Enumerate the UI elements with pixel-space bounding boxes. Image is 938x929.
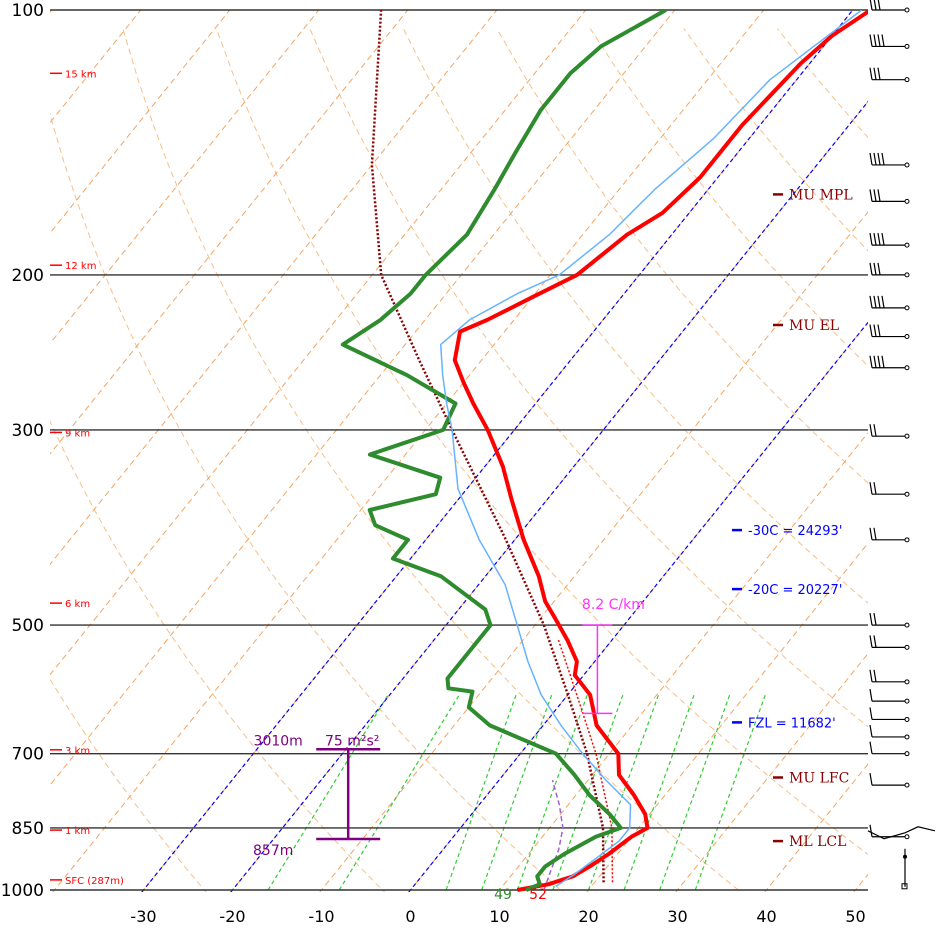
wind-barb (869, 424, 910, 439)
inflow-bottom-label: 857m (253, 843, 293, 859)
dry-adiabat-line (50, 420, 386, 892)
pressure-tick-label: 300 (12, 421, 44, 441)
dry-adiabat-line (496, 28, 868, 484)
temperature-tick-label: 30 (667, 907, 687, 926)
height-label: 3 km (65, 746, 90, 757)
dry-adiabat-line (122, 28, 742, 892)
wind-barb (869, 152, 910, 168)
freezing-isotherm-line (408, 321, 868, 892)
isotherm-line (50, 10, 409, 455)
height-label: 15 km (65, 69, 96, 80)
hodograph-mini (867, 826, 936, 890)
level-label: MU EL (789, 318, 839, 334)
freezing-isotherm-line (141, 10, 854, 892)
dry-adiabat-line (215, 28, 868, 856)
dry-adiabat-line (50, 678, 207, 892)
level-label: MU LFC (789, 771, 849, 787)
temperature-trace (452, 10, 868, 892)
isotherm-line (50, 10, 498, 566)
wind-barb (869, 295, 910, 311)
level-label: MU MPL (789, 187, 853, 203)
dry-adiabat-line (402, 28, 868, 604)
pressure-tick-label: 700 (12, 745, 44, 765)
surface-temperature-label: 52 (529, 887, 547, 903)
wind-barb (869, 688, 910, 704)
lapse-rate-label: 8.2 C/km (582, 597, 645, 613)
wind-barb (869, 773, 910, 788)
level-label: ML LCL (789, 834, 846, 850)
wind-barb (869, 67, 910, 83)
wind-barb (869, 34, 910, 49)
pressure-tick-label: 1000 (1, 881, 44, 901)
isotherm-line (50, 10, 320, 345)
freezing-isotherm-line (230, 100, 868, 892)
wind-barb (869, 262, 910, 278)
pressure-tick-label: 850 (12, 819, 44, 839)
dry-adiabat-line (50, 112, 564, 892)
temperature-tick-label: 40 (756, 907, 776, 926)
wind-barb (869, 233, 910, 248)
wind-barb (869, 0, 910, 13)
wind-barb (869, 669, 910, 685)
height-label: 6 km (65, 599, 90, 610)
surface-dewpoint-label: 49 (494, 887, 512, 903)
temperature-tick-label: -10 (308, 907, 334, 926)
wind-barb (869, 324, 910, 340)
level-label: -30C = 24293' (748, 524, 842, 539)
height-label: SFC (287m) (65, 876, 124, 887)
mixing-ratio-line (267, 694, 389, 891)
wind-barb (869, 355, 910, 371)
isotherm-line (52, 10, 765, 892)
wind-barb (869, 707, 910, 722)
wind-barb (869, 824, 910, 840)
pressure-tick-label: 200 (12, 266, 44, 286)
height-label: 1 km (65, 826, 90, 837)
height-label: 9 km (65, 428, 90, 439)
temperature-tick-label: 20 (578, 907, 598, 926)
temperature-tick-label: 0 (405, 907, 415, 926)
isotherm-line (50, 10, 587, 676)
wind-barb (869, 189, 910, 204)
level-label: FZL = 11682' (748, 716, 836, 731)
wetbulb-trace (439, 10, 863, 887)
mixing-ratio-line (338, 694, 460, 891)
parcel-trace (370, 10, 605, 883)
dewpoint-trace (340, 10, 667, 892)
inflow-top-label: 3010m (254, 733, 303, 749)
isotherm-line (50, 10, 231, 234)
srh-label: 75 m²s² (325, 733, 379, 749)
wind-barb (869, 724, 910, 740)
wind-barb (869, 635, 910, 650)
temperature-tick-label: -30 (130, 907, 156, 926)
level-label: -20C = 20227' (748, 583, 842, 598)
pressure-tick-label: 100 (12, 1, 44, 21)
temperature-tick-label: 10 (489, 907, 509, 926)
wind-barb (869, 482, 910, 497)
wind-barb (869, 527, 910, 543)
wind-barb (869, 741, 910, 757)
downdraft-trace (543, 779, 564, 891)
temperature-tick-label: 50 (845, 907, 865, 926)
pressure-tick-label: 500 (12, 616, 44, 636)
wind-barb (869, 612, 910, 628)
isotherm-line (50, 10, 676, 786)
height-label: 12 km (65, 261, 96, 272)
temperature-tick-label: -20 (219, 907, 245, 926)
